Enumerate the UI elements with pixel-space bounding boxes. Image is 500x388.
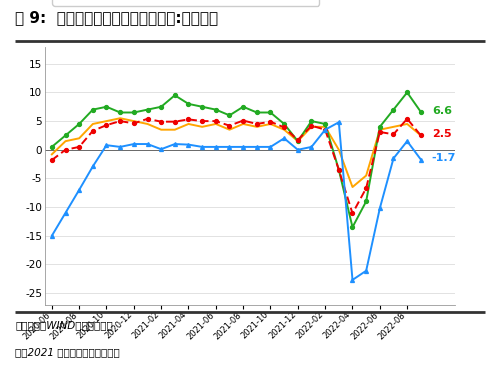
Text: 2.5: 2.5: [432, 129, 452, 139]
Text: 注：2021 年数据为两年平均增速: 注：2021 年数据为两年平均增速: [15, 347, 120, 357]
Text: 资料来源：WIND，财信研究院: 资料来源：WIND，财信研究院: [15, 320, 113, 330]
Text: -1.7: -1.7: [432, 153, 456, 163]
Text: 图 9:  社会消费品零售总额及其分项:当月同比: 图 9: 社会消费品零售总额及其分项:当月同比: [15, 10, 218, 25]
Legend: 社会消费品零售总额, 餐饮收入, 限额以下商品零售, 限额以上商品零售: 社会消费品零售总额, 餐饮收入, 限额以下商品零售, 限额以上商品零售: [52, 0, 320, 6]
Text: 6.6: 6.6: [432, 106, 452, 116]
